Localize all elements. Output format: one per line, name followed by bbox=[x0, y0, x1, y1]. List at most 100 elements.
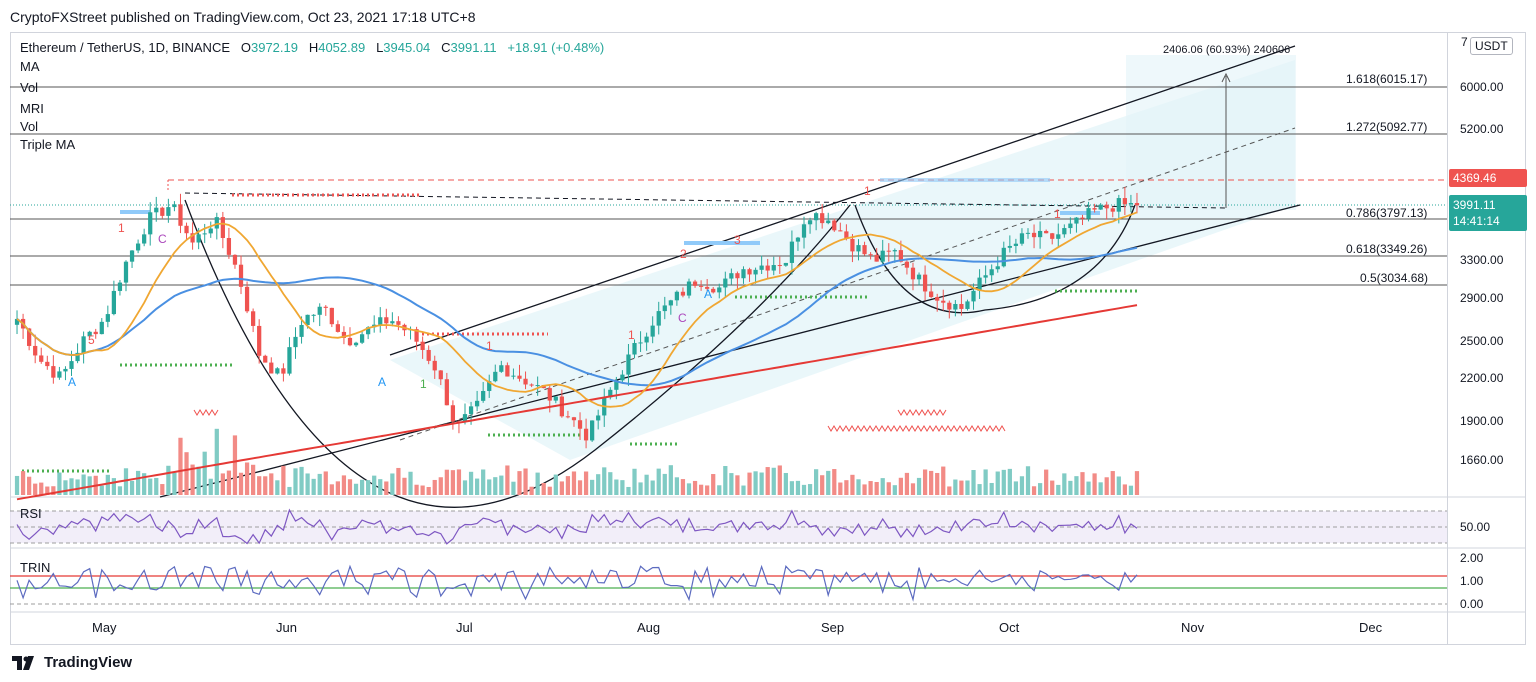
candle-body bbox=[965, 301, 970, 309]
cup-arc-small bbox=[854, 204, 1136, 314]
volume-bar bbox=[1128, 485, 1134, 495]
candle-body bbox=[1001, 247, 1006, 267]
volume-bar bbox=[172, 472, 177, 495]
volume-bar bbox=[789, 481, 795, 495]
trin-label[interactable]: TRIN bbox=[20, 560, 51, 575]
volume-bar bbox=[886, 482, 891, 495]
volume-bar bbox=[287, 486, 292, 495]
volume-bar bbox=[965, 480, 970, 495]
volume-bar bbox=[517, 471, 522, 495]
candle-body bbox=[547, 388, 552, 401]
volume-bar bbox=[1134, 471, 1140, 495]
volume-bar bbox=[807, 484, 813, 495]
volume-bar bbox=[535, 472, 540, 495]
indicator-mri[interactable]: MRI bbox=[20, 101, 44, 116]
volume-bar bbox=[596, 474, 601, 495]
candle-body bbox=[1128, 203, 1134, 205]
candle-body bbox=[959, 303, 964, 309]
volume-bar bbox=[317, 473, 322, 495]
candle-body bbox=[692, 281, 698, 286]
date-tick-oct: Oct bbox=[999, 620, 1020, 635]
candle-body bbox=[232, 254, 238, 265]
volume-bar bbox=[1037, 483, 1043, 495]
volume-bar bbox=[590, 479, 595, 495]
volume-bar bbox=[765, 467, 770, 495]
price-tick-5200: 5200.00 bbox=[1460, 122, 1504, 136]
candle-body bbox=[838, 230, 843, 232]
volume-bar bbox=[947, 486, 952, 495]
candle-body bbox=[844, 231, 849, 239]
volume-bar bbox=[832, 469, 837, 495]
candle-body bbox=[729, 273, 734, 279]
candle-body bbox=[63, 368, 68, 372]
candle-body bbox=[450, 405, 456, 422]
candle-body bbox=[814, 213, 819, 221]
wave-label-1: 1 bbox=[118, 221, 125, 235]
volume-bar bbox=[692, 480, 698, 495]
wave-label-g1: 1 bbox=[420, 377, 427, 391]
indicator-vol-2[interactable]: Vol bbox=[20, 119, 39, 134]
volume-bar bbox=[547, 486, 552, 495]
currency-button[interactable]: USDT bbox=[1470, 37, 1513, 55]
volume-bar bbox=[129, 480, 135, 495]
candle-body bbox=[93, 331, 98, 335]
candle-body bbox=[420, 341, 425, 350]
candle-body bbox=[583, 428, 589, 441]
volume-bar bbox=[481, 469, 486, 495]
candle-body bbox=[1134, 203, 1140, 206]
symbol-legend[interactable]: Ethereum / TetherUS, 1D, BINANCE O3972.1… bbox=[20, 40, 604, 55]
indicator-vol[interactable]: Vol bbox=[20, 80, 39, 95]
volume-bar bbox=[142, 473, 147, 495]
candle-body bbox=[214, 217, 219, 229]
ma-20-line bbox=[16, 211, 1138, 408]
candle-body bbox=[1037, 230, 1043, 238]
volume-bar bbox=[820, 475, 825, 495]
volume-bar bbox=[753, 471, 758, 495]
tradingview-footer[interactable]: TradingView bbox=[12, 654, 132, 671]
volume-bar bbox=[341, 475, 347, 495]
volume-bar bbox=[650, 480, 655, 495]
volume-bar bbox=[741, 485, 746, 495]
indicator-ma[interactable]: MA bbox=[20, 59, 40, 74]
volume-bar bbox=[238, 472, 244, 495]
candle-body bbox=[226, 237, 232, 255]
wave-label-r1: 1 bbox=[486, 339, 493, 353]
candle-body bbox=[656, 311, 661, 326]
last-price-value: 3991.11 bbox=[1453, 198, 1496, 212]
volume-bar bbox=[644, 474, 649, 495]
volume-bar bbox=[220, 473, 225, 495]
volume-bar bbox=[57, 472, 62, 495]
volume-bar bbox=[99, 485, 104, 495]
volume-bar bbox=[1019, 476, 1025, 495]
candle-body bbox=[1056, 234, 1061, 239]
volume-bar bbox=[511, 481, 516, 495]
indicator-triple-ma[interactable]: Triple MA bbox=[20, 137, 76, 152]
volume-bar bbox=[244, 462, 250, 495]
chart-frame bbox=[10, 32, 1526, 645]
volume-bar bbox=[450, 470, 456, 495]
volume-bar bbox=[1056, 484, 1061, 495]
volume-bar bbox=[123, 468, 129, 495]
candle-body bbox=[481, 391, 486, 401]
volume-bar bbox=[602, 467, 607, 495]
footer-brand: TradingView bbox=[44, 654, 133, 671]
candle-body bbox=[142, 234, 147, 244]
candle-body bbox=[741, 269, 746, 279]
candle-body bbox=[281, 368, 286, 374]
trin-line bbox=[16, 564, 1138, 602]
candle-body bbox=[735, 273, 740, 279]
volume-bar bbox=[850, 474, 855, 495]
candle-body bbox=[505, 365, 510, 377]
volume-bar bbox=[735, 475, 740, 495]
candle-body bbox=[1116, 198, 1121, 212]
volume-bar bbox=[347, 479, 353, 495]
volume-bar bbox=[559, 481, 564, 495]
candle-body bbox=[251, 311, 256, 326]
rsi-label[interactable]: RSI bbox=[20, 506, 42, 521]
wave-label-r4: 1 bbox=[1054, 207, 1061, 221]
candle-body bbox=[172, 204, 177, 208]
volume-bar bbox=[892, 485, 897, 495]
candle-body bbox=[293, 336, 298, 348]
volume-bar bbox=[462, 480, 468, 495]
